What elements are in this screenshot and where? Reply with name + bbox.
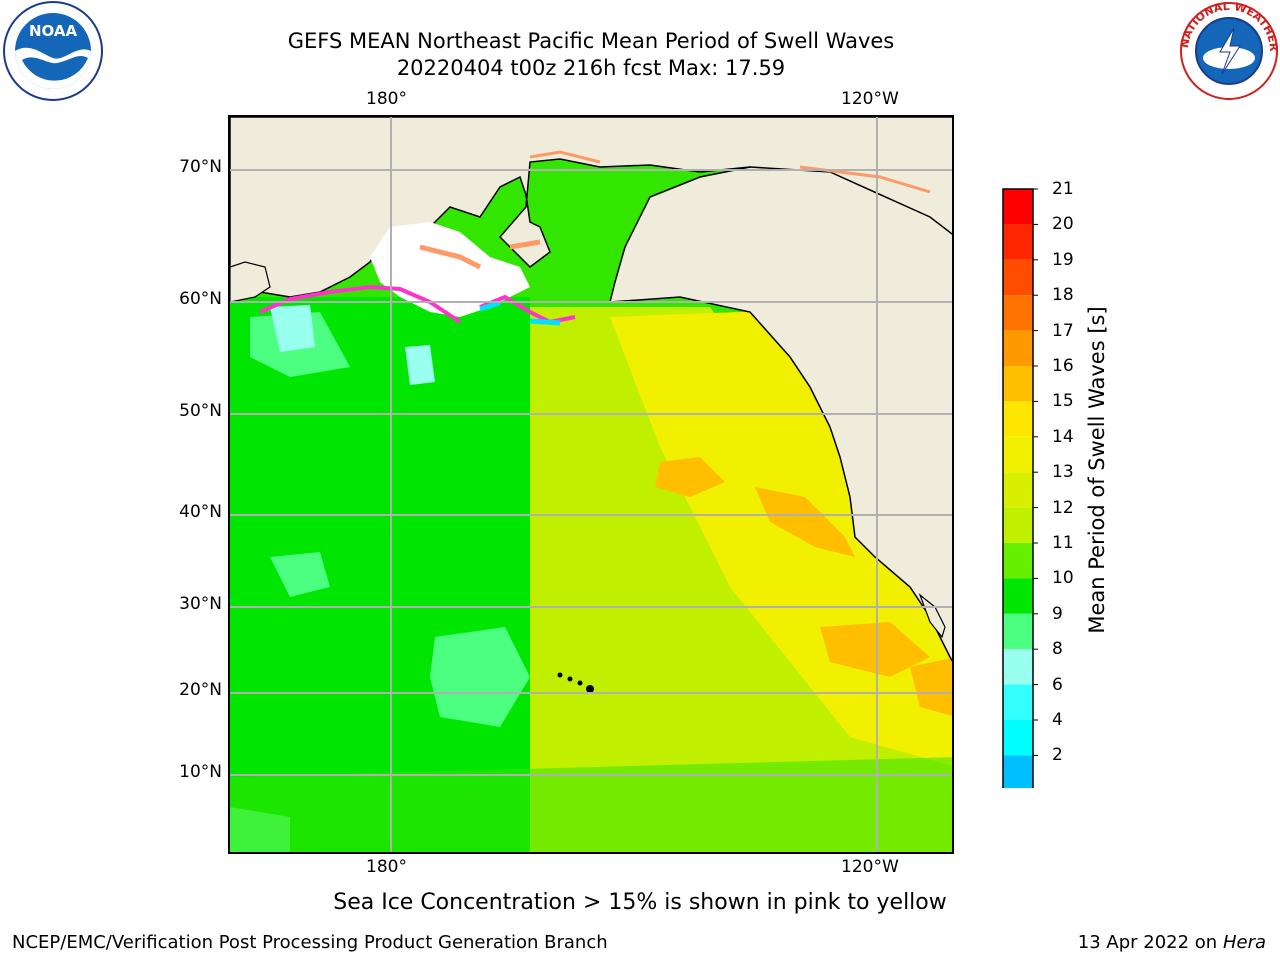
- lon-label-bottom-180: 180°: [366, 857, 407, 877]
- lat-label-50n: 50°N: [179, 401, 222, 421]
- colorbar-tick-label: 6: [1052, 674, 1063, 695]
- colorbar-segment: [1003, 578, 1033, 614]
- footer-date: 13 Apr 2022 on Hera: [1078, 932, 1266, 953]
- lat-label-30n: 30°N: [179, 594, 222, 614]
- colorbar-tick-label: 20: [1052, 214, 1074, 235]
- colorbar-segment: [1003, 330, 1033, 366]
- colorbar-tick-label: 4: [1052, 710, 1063, 730]
- lat-label-20n: 20°N: [179, 680, 222, 700]
- colorbar-tick-label: 19: [1052, 249, 1074, 270]
- colorbar-tick-label: 16: [1052, 356, 1074, 376]
- lat-label-70n: 70°N: [179, 157, 222, 177]
- nws-logo: NATIONAL WEATHER SERVICE: [1174, 0, 1280, 102]
- colorbar-segment: [1003, 543, 1033, 579]
- colorbar-tick-label: 8: [1052, 639, 1063, 660]
- colorbar-segment: [1003, 224, 1033, 260]
- chart-subtitle: 20220404 t00z 216h fcst Max: 17.59: [396, 56, 786, 80]
- colorbar: [1002, 188, 1038, 856]
- lon-label-top-180: 180°: [366, 89, 407, 109]
- colorbar-tick-label: 15: [1052, 391, 1074, 412]
- colorbar-tick-label: 9: [1052, 603, 1063, 624]
- map-panel: [228, 115, 954, 854]
- colorbar-segment: [1003, 684, 1033, 720]
- lat-label-40n: 40°N: [179, 502, 222, 522]
- colorbar-segment: [1003, 401, 1033, 437]
- colorbar-segment: [1003, 613, 1033, 650]
- colorbar-segment: [1003, 295, 1033, 331]
- lat-label-10n: 10°N: [179, 762, 222, 782]
- footer-machine: Hera: [1222, 932, 1266, 953]
- colorbar-segment: [1003, 472, 1033, 508]
- chart-title: GEFS MEAN Northeast Pacific Mean Period …: [287, 29, 895, 53]
- colorbar-segment: [1003, 259, 1033, 296]
- colorbar-segment: [1003, 366, 1033, 402]
- colorbar-tick-label: 2: [1052, 745, 1063, 766]
- colorbar-segment: [1003, 436, 1033, 473]
- footer-credit: NCEP/EMC/Verification Post Processing Pr…: [12, 932, 608, 953]
- colorbar-segment: [1003, 189, 1033, 225]
- colorbar-tick-label: 17: [1052, 320, 1074, 341]
- colorbar-tick-label: 14: [1052, 426, 1074, 447]
- colorbar-tick-label: 10: [1052, 568, 1074, 589]
- svg-text:NOAA: NOAA: [29, 22, 78, 40]
- colorbar-segment: [1003, 720, 1033, 756]
- footer-date-text: 13 Apr 2022 on: [1077, 932, 1223, 953]
- colorbar-tick-label: 21: [1052, 179, 1074, 199]
- colorbar-tick-label: 12: [1052, 497, 1074, 518]
- colorbar-tick-label: 18: [1052, 285, 1074, 306]
- colorbar-segment: [1003, 755, 1033, 791]
- colorbar-tick-label: 11: [1052, 533, 1074, 553]
- colorbar-segment: [1003, 507, 1033, 543]
- noaa-logo: NOAA: [2, 0, 104, 102]
- lon-label-top-120w: 120°W: [841, 89, 899, 109]
- colorbar-tick-label: 13: [1052, 462, 1074, 483]
- lat-label-60n: 60°N: [179, 289, 222, 309]
- lon-label-bottom-120w: 120°W: [841, 857, 899, 877]
- colorbar-label: Mean Period of Swell Waves [s]: [1085, 306, 1109, 634]
- sea-ice-note: Sea Ice Concentration > 15% is shown in …: [333, 890, 947, 915]
- colorbar-segment: [1003, 649, 1033, 685]
